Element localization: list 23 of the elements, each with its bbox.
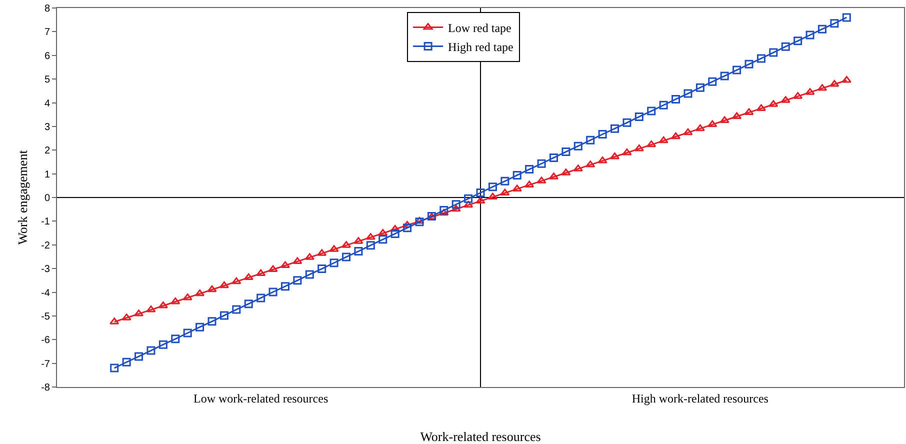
x-tick-label: Low work-related resources xyxy=(194,391,328,406)
y-tick-label: 4 xyxy=(44,98,50,110)
y-tick-label: 8 xyxy=(44,4,50,14)
y-tick-label: -7 xyxy=(41,358,50,370)
x-tick-label: High work-related resources xyxy=(632,391,769,406)
y-tick-label: -1 xyxy=(41,216,50,228)
y-tick-label: -6 xyxy=(41,335,50,346)
y-tick-label: 1 xyxy=(44,169,50,180)
y-tick-label: 6 xyxy=(44,50,50,62)
y-tick-label: -2 xyxy=(41,240,50,252)
legend-label: Low red tape xyxy=(448,20,512,35)
legend-label: High red tape xyxy=(448,40,514,54)
y-tick-label: 5 xyxy=(44,74,50,86)
y-tick-label: 3 xyxy=(44,122,50,133)
y-tick-label: 2 xyxy=(44,146,50,157)
x-axis-title: Work-related resources xyxy=(420,429,541,444)
y-tick-label: -5 xyxy=(41,311,50,322)
y-tick-label: 0 xyxy=(44,193,50,204)
y-tick-label: 7 xyxy=(44,27,50,38)
y-axis-title: Work engagement xyxy=(15,150,30,245)
y-tick-label: -4 xyxy=(41,288,50,299)
y-tick-label: -3 xyxy=(41,264,50,276)
y-tick-label: -8 xyxy=(41,382,50,394)
